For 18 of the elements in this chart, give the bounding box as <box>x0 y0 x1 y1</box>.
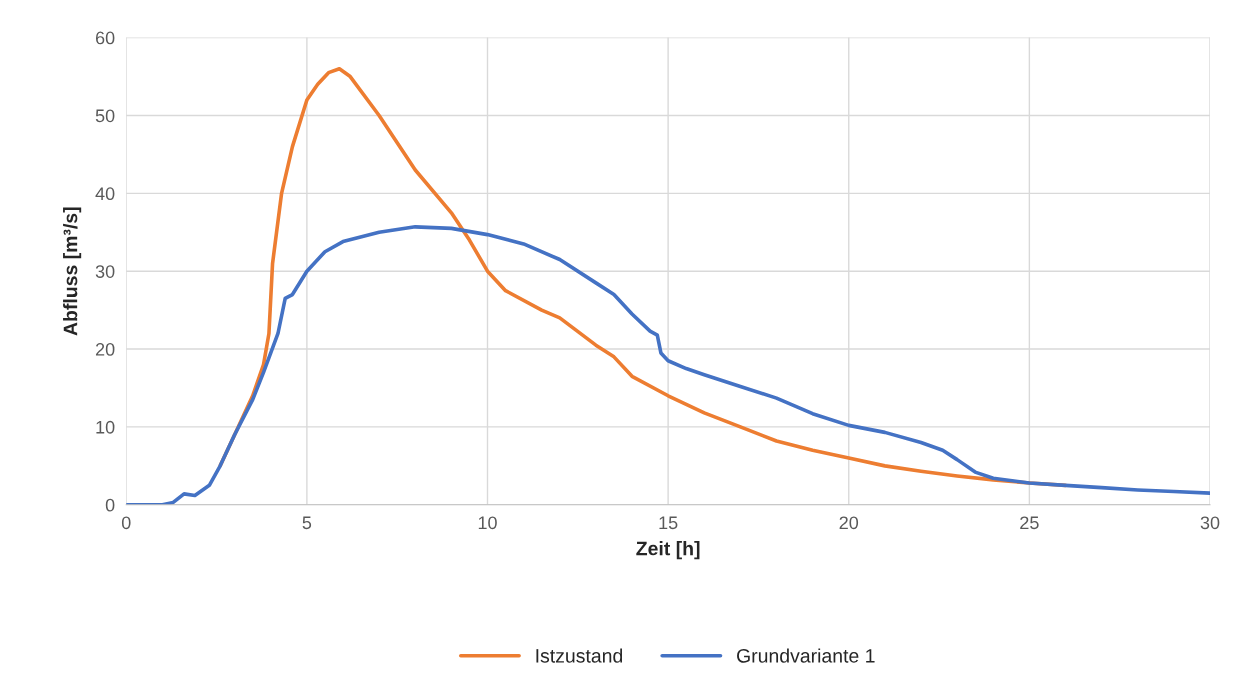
x-tick-label: 0 <box>121 516 131 530</box>
x-tick-label: 15 <box>659 516 678 530</box>
y-tick-label: 60 <box>95 31 115 45</box>
x-tick-label: 10 <box>478 516 497 530</box>
y-tick-label: 20 <box>95 343 115 356</box>
y-tick-label: 30 <box>95 265 115 278</box>
legend-label: Grundvariante 1 <box>737 648 875 663</box>
x-tick-label: 25 <box>1020 516 1039 530</box>
y-axis-title: Abfluss [m³/s] <box>63 207 82 336</box>
x-axis-title: Zeit [h] <box>636 541 700 560</box>
y-tick-label: 40 <box>95 187 115 201</box>
y-tick-label: 0 <box>105 498 115 512</box>
legend-label: Istzustand <box>536 648 623 663</box>
y-tick-label: 50 <box>95 109 115 123</box>
x-tick-label: 20 <box>839 516 859 530</box>
x-tick-label: 5 <box>302 516 312 530</box>
x-tick-label: 30 <box>1200 516 1220 530</box>
y-tick-label: 10 <box>96 420 115 434</box>
